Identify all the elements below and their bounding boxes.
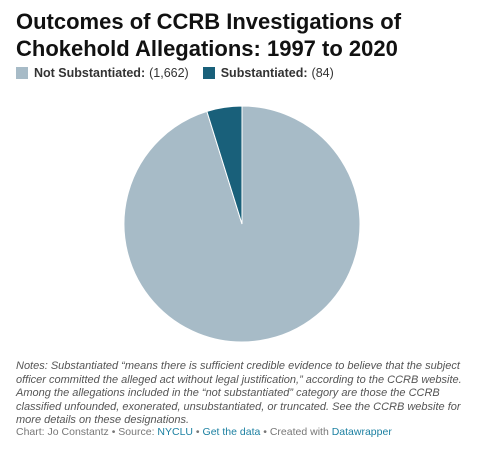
legend-item-substantiated: Substantiated: (84) [202,66,334,80]
footer-separator: • [193,426,203,438]
pie-slice-substantiated [206,105,243,225]
get-data-link[interactable]: Get the data [202,426,261,438]
legend-value-not-substantiated: (1,662) [149,66,189,80]
legend-item-not-substantiated: Not Substantiated: (1,662) [16,66,189,80]
chart-notes: Notes: Substantiated “means there is suf… [16,360,462,426]
chart-title: Outcomes of CCRB Investigations of Choke… [16,9,402,61]
legend: Not Substantiated: (1,662) Substantiated… [16,66,348,80]
legend-value-substantiated: (84) [311,66,334,80]
footer-credit: Chart: Jo Constantz • Source: [16,426,158,438]
legend-swatch-not-substantiated [16,67,28,79]
legend-label-substantiated: Substantiated: [220,66,308,80]
datawrapper-link[interactable]: Datawrapper [331,426,392,438]
pie-chart [123,105,361,343]
footer-created-with: • Created with [260,426,332,438]
legend-label-not-substantiated: Not Substantiated: [34,66,146,80]
chart-footer: Chart: Jo Constantz • Source: NYCLU • Ge… [16,426,392,438]
source-link[interactable]: NYCLU [157,426,194,438]
legend-swatch-substantiated [202,67,215,79]
